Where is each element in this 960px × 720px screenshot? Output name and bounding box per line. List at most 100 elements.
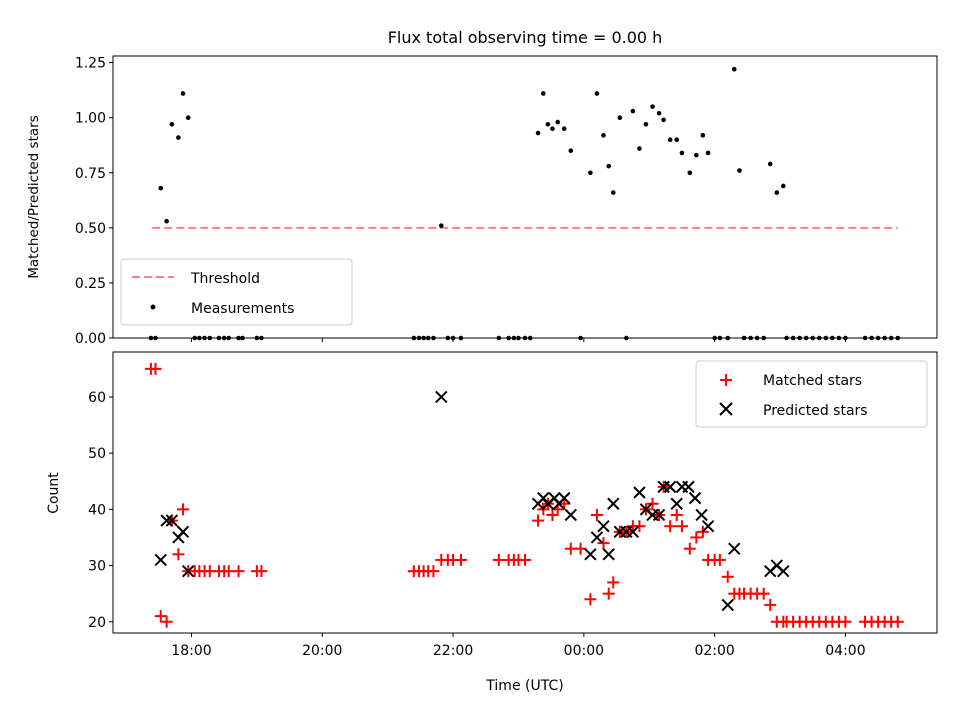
legend-threshold-label: Threshold (190, 271, 260, 287)
measurement-point (643, 121, 649, 127)
bottom-x-tick-label: 22:00 (433, 643, 473, 659)
legend-predicted-swatch (719, 402, 733, 416)
measurement-point (176, 135, 181, 140)
legend-measurements-label: Measurements (191, 301, 294, 317)
matched-star-point (713, 553, 726, 566)
matched-star-point (232, 565, 245, 578)
bottom-axes-frame (112, 351, 938, 634)
measurement-point (767, 161, 773, 167)
matched-star-point (757, 587, 770, 600)
matched-star-point (597, 537, 610, 550)
predicted-star-point (597, 520, 610, 533)
top-legend-box (120, 258, 353, 326)
bottom-panel: Count Time (UTC) 20 30 40 50 60 18:00 20:00 22… (46, 351, 938, 694)
top-y-tick-label: 0.75 (75, 166, 106, 182)
measurement-point (656, 110, 662, 116)
bottom-x-tick-label: 18:00 (171, 643, 211, 659)
predicted-star-point (695, 508, 708, 522)
bottom-legend: Matched stars Predicted stars (695, 360, 928, 428)
measurement-point (694, 152, 699, 158)
predicted-star-point (435, 390, 448, 404)
measurement-point (601, 133, 606, 138)
matched-star-point (764, 598, 777, 611)
predicted-star-point (154, 553, 167, 567)
predicted-star-point (590, 531, 604, 544)
bottom-y-tick-label: 20 (88, 615, 106, 631)
measurement-point (164, 218, 169, 224)
measurement-point (541, 91, 546, 96)
bottom-y-tick-label: 40 (88, 502, 106, 518)
top-panel: Flux total observing time = 0.00 h Match… (26, 28, 938, 347)
bottom-y-tick-label: 30 (88, 559, 106, 575)
predicted-star-point (176, 525, 190, 539)
legend-matched-label: Matched stars (763, 373, 862, 389)
bottom-plot-area (144, 362, 904, 628)
predicted-star-point (633, 486, 646, 499)
measurement-point (555, 119, 560, 125)
measurement-point (180, 91, 186, 96)
matched-star-point (172, 548, 185, 561)
top-y-axis-label: Matched/Predicted stars (26, 115, 42, 278)
measurement-point (637, 146, 642, 151)
bottom-x-ticks: 18:00 20:00 22:00 00:00 02:00 04:00 (171, 633, 866, 659)
measurement-point (606, 163, 612, 169)
x-axis-label: Time (UTC) (485, 678, 563, 694)
matched-star-point (454, 553, 467, 566)
measurement-point (661, 117, 666, 123)
measurement-point (679, 150, 685, 156)
top-y-tick-label: 1.25 (75, 56, 106, 72)
measurement-point (705, 150, 711, 156)
measurement-point (630, 108, 636, 114)
measurement-point (781, 183, 786, 189)
matched-star-point (574, 542, 587, 555)
measurement-point (169, 121, 175, 127)
predicted-star-point (626, 525, 640, 539)
legend-matched-swatch (720, 374, 732, 386)
matched-star-point (532, 514, 545, 527)
measurement-point (700, 133, 706, 138)
bottom-x-tick-label: 04:00 (825, 643, 865, 659)
measurement-point (774, 190, 780, 195)
matched-star-point (633, 520, 646, 533)
predicted-star-point (663, 480, 677, 494)
bottom-x-tick-label: 00:00 (564, 643, 604, 659)
measurement-point (594, 91, 600, 96)
measurement-point (588, 170, 593, 176)
matched-star-point (607, 576, 620, 589)
matched-star-point (160, 615, 173, 628)
measurement-point (438, 223, 444, 228)
top-y-tick-label: 0.25 (75, 276, 106, 292)
measurement-point (545, 121, 551, 127)
measurement-point (687, 170, 693, 176)
predicted-star-point (652, 508, 666, 522)
top-y-tick-label: 0.00 (75, 331, 106, 347)
matched-star-point (584, 593, 597, 606)
top-y-tick-label: 0.50 (75, 221, 106, 237)
matched-star-point (646, 497, 659, 510)
bottom-legend-box (695, 360, 928, 428)
legend-measurements-swatch (150, 304, 156, 310)
predicted-star-point (558, 491, 571, 505)
measurement-point (610, 190, 616, 195)
matched-star-point (176, 503, 189, 516)
measurement-point (617, 115, 623, 120)
matched-star-point (839, 615, 852, 628)
matched-star-point (427, 565, 440, 578)
predicted-star-point (564, 508, 577, 522)
matched-star-point (154, 610, 167, 623)
top-legend: Threshold Measurements (120, 258, 353, 326)
predicted-star-point (777, 564, 790, 578)
matched-star-point (690, 531, 703, 544)
bottom-y-tick-label: 50 (88, 446, 106, 462)
predicted-star-point (160, 514, 173, 527)
chart-title: Flux total observing time = 0.00 h (388, 28, 663, 47)
predicted-star-point (165, 514, 179, 527)
matched-star-point (546, 508, 559, 521)
matched-star-point (721, 570, 734, 583)
predicted-star-point (607, 497, 620, 510)
bottom-y-axis-label: Count (46, 472, 62, 514)
predicted-star-point (721, 598, 734, 612)
bottom-x-tick-label: 20:00 (302, 643, 342, 659)
predicted-star-point (181, 564, 195, 578)
measurement-point (667, 137, 673, 143)
